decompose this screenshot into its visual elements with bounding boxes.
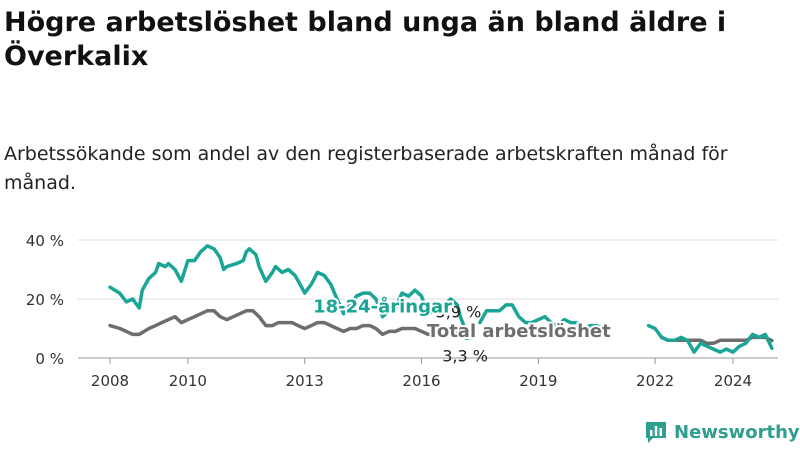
end-label-total: 5,9 % (436, 302, 482, 321)
bar-chart-icon (646, 422, 666, 443)
series-line-youth (582, 323, 606, 331)
brand-name: Newsworthy (674, 421, 800, 443)
series-line-youth (646, 323, 774, 354)
y-tick-label: 0 % (35, 350, 64, 368)
chart-title: Högre arbetslöshet bland unga än bland ä… (4, 7, 727, 72)
series-label-youth: 18-24-åringar (313, 295, 452, 317)
series-line-total (659, 335, 774, 346)
series-line-total (108, 309, 463, 337)
end-point-total (454, 325, 466, 337)
x-tick-label: 2010 (169, 372, 207, 390)
series-line-youth (108, 244, 469, 337)
series-line-youth (478, 303, 580, 328)
y-tick-label: 40 % (26, 232, 64, 250)
x-tick-label: 2013 (286, 372, 324, 390)
x-tick-label: 2016 (402, 372, 440, 390)
end-label-youth: 3,3 % (442, 346, 488, 365)
y-tick-label: 20 % (26, 291, 64, 309)
newsworthy-logo: Newsworthy (644, 418, 800, 446)
x-tick-label: 2022 (636, 372, 674, 390)
series-label-total: Total arbetslöshet (427, 321, 611, 342)
x-tick-label: 2008 (91, 372, 129, 390)
x-tick-label: 2019 (519, 372, 557, 390)
x-tick-label: 2024 (714, 372, 752, 390)
chart-subtitle: Arbetssökande som andel av den registerb… (4, 143, 728, 194)
